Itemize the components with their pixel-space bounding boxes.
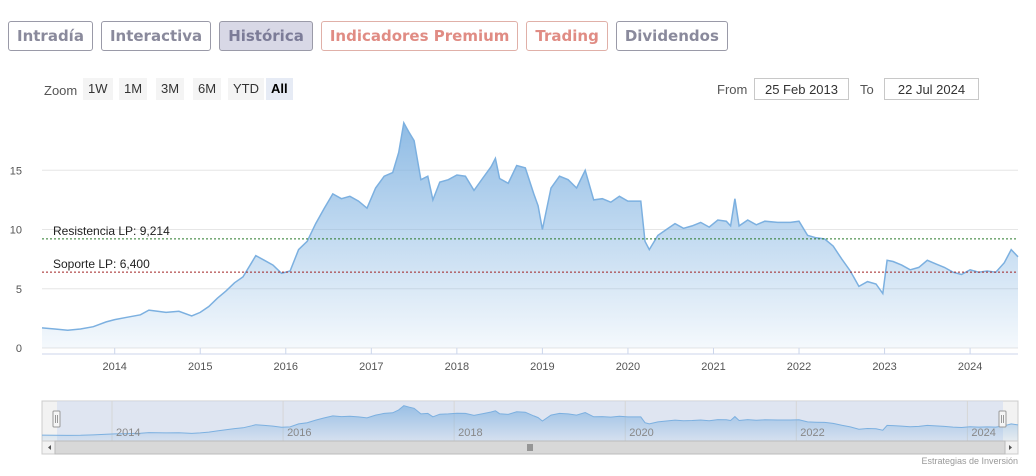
navigator-tick-label: 2020 (629, 427, 653, 439)
navigator-ticks: 2014 2016 2018 2020 2022 2024 (116, 427, 996, 439)
x-tick-label: 2022 (787, 361, 811, 373)
view-tabs: Intradía Interactiva Histórica Indicador… (8, 21, 728, 51)
tab-indicadores-premium[interactable]: Indicadores Premium (320, 21, 519, 51)
navigator-tick-label: 2014 (116, 427, 140, 439)
x-tick-label: 2014 (102, 361, 126, 373)
plot-line-label: Soporte LP: 6,400 (53, 257, 150, 271)
zoom-1w-button[interactable]: 1W (83, 78, 113, 100)
tab-dividendos[interactable]: Dividendos (615, 21, 728, 51)
tab-historica[interactable]: Histórica (219, 21, 313, 51)
zoom-all-button[interactable]: All (266, 78, 293, 100)
range-toolbar: Zoom 1W 1M 3M 6M YTD All From To (0, 78, 1036, 102)
zoom-ytd-button[interactable]: YTD (228, 78, 264, 100)
from-label: From (717, 82, 748, 97)
x-tick-label: 2016 (274, 361, 298, 373)
tab-interactiva[interactable]: Interactiva (100, 21, 212, 51)
navigator-area (42, 405, 1018, 441)
y-axis-ticks: 0 5 10 15 (10, 165, 22, 355)
navigator-tick-label: 2024 (971, 427, 995, 439)
x-tick-label: 2018 (445, 361, 469, 373)
zoom-3m-button[interactable]: 3M (156, 78, 185, 100)
scroll-left-arrow-icon[interactable] (48, 445, 51, 450)
y-tick-label: 10 (10, 225, 22, 237)
tab-trading[interactable]: Trading (526, 21, 608, 51)
price-chart: 0 5 10 15 Resistencia LP: 9,214 Soporte LP: … (10, 120, 1019, 455)
x-tick-label: 2023 (872, 361, 896, 373)
price-area (42, 122, 1018, 349)
navigator-tick-label: 2018 (458, 427, 482, 439)
y-tick-label: 5 (16, 284, 22, 296)
to-date-input[interactable] (884, 78, 979, 100)
x-axis-ticks: 2014 2015 2016 2017 2018 2019 2020 2021 2022 2023… (102, 348, 982, 373)
navigator-left-handle[interactable] (52, 410, 61, 428)
plot-lines: Resistencia LP: 9,214 Soporte LP: 6,400 (42, 224, 1018, 273)
navigator-tick-label: 2022 (800, 427, 824, 439)
navigator[interactable]: 2014 2016 2018 2020 2022 2024 (41, 400, 1019, 442)
navigator-right-handle[interactable] (998, 410, 1007, 428)
zoom-1m-button[interactable]: 1M (119, 78, 148, 100)
x-tick-label: 2020 (616, 361, 640, 373)
scrollbar[interactable] (41, 440, 1019, 455)
x-tick-label: 2019 (530, 361, 554, 373)
scroll-right-arrow-icon[interactable] (1009, 445, 1012, 450)
to-label: To (860, 82, 874, 97)
from-date-input[interactable] (754, 78, 849, 100)
navigator-line (41, 405, 1019, 436)
x-tick-label: 2015 (188, 361, 212, 373)
zoom-6m-button[interactable]: 6M (193, 78, 222, 100)
x-tick-label: 2024 (958, 361, 982, 373)
zoom-label: Zoom (44, 83, 78, 98)
y-tick-label: 0 (16, 343, 22, 355)
y-tick-label: 15 (10, 165, 22, 177)
chart-credit: Estrategias de Inversión (921, 456, 1018, 466)
x-tick-label: 2017 (359, 361, 383, 373)
plot-line-label: Resistencia LP: 9,214 (53, 224, 170, 238)
x-tick-label: 2021 (701, 361, 725, 373)
price-line (41, 120, 1019, 331)
navigator-tick-label: 2016 (287, 427, 311, 439)
tab-intradia[interactable]: Intradía (8, 21, 93, 51)
